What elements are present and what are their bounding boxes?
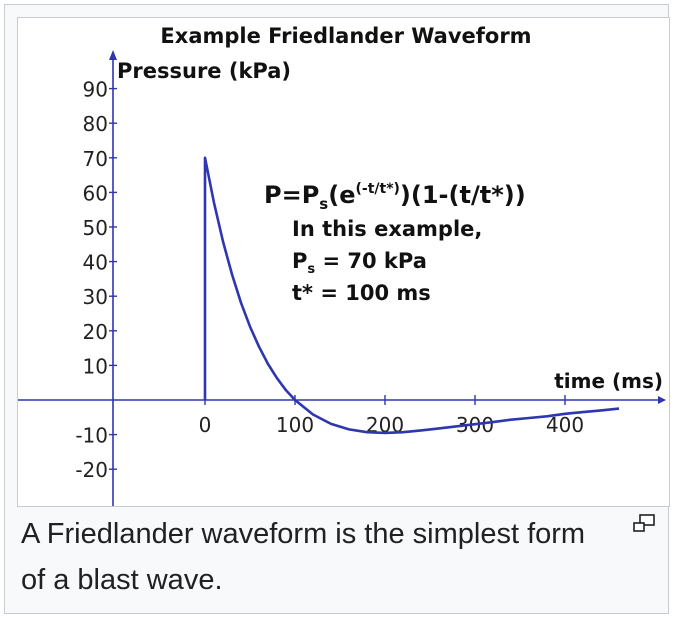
formula-rest: )(1-(t/t*)) [400,181,526,209]
y-tick-label: 20 [83,320,108,344]
chart-title: Example Friedlander Waveform [160,24,531,48]
param-ps-sub: s [307,262,315,277]
y-tick-label: 10 [83,354,108,378]
formula-open: (e [328,181,355,209]
param-tstar: t* = 100 ms [292,281,431,305]
y-tick-label: 50 [83,216,108,240]
y-tick-label: -10 [75,424,108,448]
y-axis-label: Pressure (kPa) [117,59,291,83]
y-tick-label: 80 [83,112,108,136]
y-tick-label: 70 [83,147,108,171]
y-tick-label: 60 [83,181,108,205]
chart-image[interactable]: 90 80 70 60 50 40 30 20 10 -10 -20 0 100 200 300 400 Ex… [17,17,670,507]
formula-text: P=Ps(e(-t/t*))(1-(t/t*)) [264,181,526,213]
y-tick-label: 30 [83,285,108,309]
y-tick-label: 40 [83,251,108,275]
formula-annotation: P=Ps(e(-t/t*))(1-(t/t*)) In this example… [264,181,526,305]
waveform-line [203,156,620,435]
formula-lhs: P=P [264,181,319,209]
chart-axes [18,50,666,506]
param-ps-name: P [292,249,307,273]
formula-sub: s [319,195,328,213]
formula-note: In this example, [292,217,482,241]
y-axis-arrow [109,50,117,60]
chart-series [203,156,620,435]
x-tick-label: 0 [199,413,212,437]
figure-caption: A Friedlander waveform is the simplest f… [21,518,586,596]
y-tick-label: 90 [83,78,108,102]
figure-frame: 90 80 70 60 50 40 30 20 10 -10 -20 0 100 200 300 400 Ex… [4,4,670,614]
enlarge-icon[interactable] [631,513,657,535]
x-tick-label: 400 [546,413,584,437]
param-ps-value: = 70 kPa [315,249,427,273]
param-ps: Ps = 70 kPa [292,249,427,277]
x-tick-label: 100 [276,413,314,437]
x-axis-arrow [658,396,666,404]
x-axis-label: time (ms) [554,369,663,393]
formula-exponent: (-t/t*) [355,181,399,197]
y-tick-label: -20 [75,458,108,482]
